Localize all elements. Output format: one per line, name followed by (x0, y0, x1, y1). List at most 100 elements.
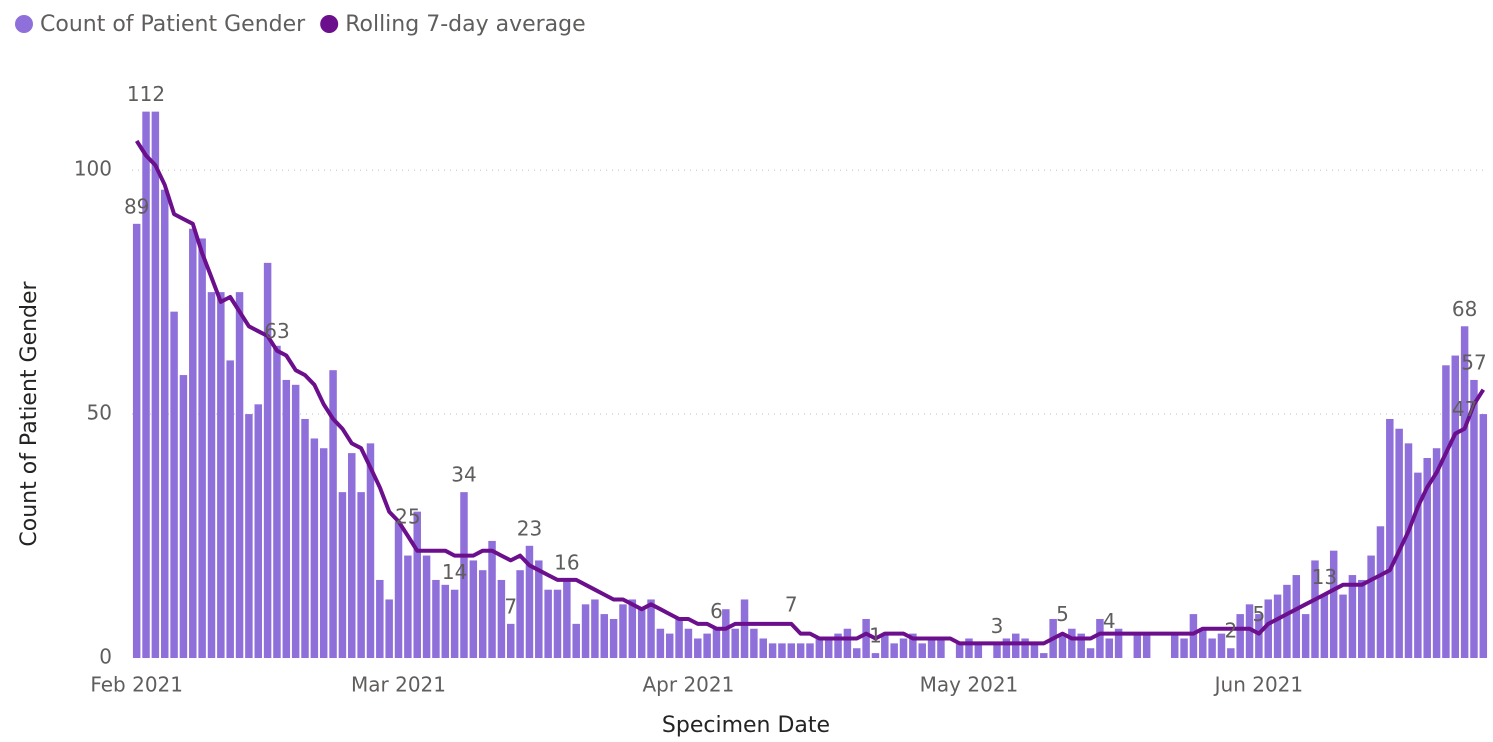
bar (796, 643, 805, 658)
bar (179, 375, 188, 658)
data-label: 5 (1056, 602, 1069, 626)
bar (544, 589, 552, 658)
bar (834, 633, 842, 658)
bar (338, 492, 347, 658)
bar (1217, 633, 1226, 658)
data-label: 16 (554, 550, 579, 574)
bar (1451, 355, 1460, 658)
bar (422, 555, 431, 658)
data-label: 57 (1461, 350, 1486, 374)
bar (1329, 550, 1338, 658)
legend-marker (320, 15, 339, 33)
bar (413, 511, 421, 658)
bar (1086, 648, 1095, 658)
bar (142, 111, 150, 659)
bar (198, 238, 206, 659)
data-label: 63 (264, 319, 289, 343)
legend-marker (15, 15, 33, 33)
bar (806, 643, 814, 658)
x-tick-label: Jun 2021 (1213, 673, 1304, 697)
bar (394, 521, 403, 658)
bar (1077, 633, 1085, 658)
bar (759, 638, 767, 658)
bar (170, 311, 178, 658)
bar (217, 292, 225, 658)
bar (1470, 379, 1478, 658)
bar (1011, 633, 1020, 658)
bar (1292, 575, 1301, 658)
bar (478, 570, 487, 658)
bar (1358, 579, 1366, 658)
bar (563, 579, 571, 658)
bar (310, 438, 319, 658)
bar (132, 223, 141, 658)
bar (329, 370, 337, 658)
bar (1339, 594, 1347, 658)
bar (245, 414, 253, 658)
bar (1404, 443, 1413, 658)
bar (376, 579, 384, 658)
bar (731, 628, 739, 658)
bar (628, 599, 637, 658)
bar (890, 643, 898, 658)
bar (1376, 526, 1385, 658)
legend-label: Count of Patient Gender (40, 12, 306, 37)
bar (703, 633, 711, 658)
data-label: 6 (710, 599, 723, 623)
bar (909, 633, 917, 658)
bar (1311, 560, 1319, 658)
data-label: 4 (1103, 609, 1116, 633)
bar (1320, 594, 1329, 658)
bar (937, 638, 945, 658)
y-axis-title: Count of Patient Gender (17, 280, 42, 546)
data-label: 7 (504, 594, 517, 618)
bar (1395, 428, 1403, 658)
bar (591, 599, 599, 658)
bar (1208, 638, 1216, 658)
bar (507, 623, 515, 658)
bar (1479, 414, 1488, 658)
bar (1002, 638, 1011, 658)
x-tick-label: Apr 2021 (642, 673, 734, 697)
bar (927, 638, 936, 658)
bar (469, 560, 478, 658)
y-tick-label: 50 (87, 401, 112, 425)
bar (1105, 638, 1113, 658)
bar (815, 638, 824, 658)
bar (1236, 614, 1244, 658)
bar (684, 628, 693, 658)
bar (1367, 555, 1375, 658)
line (135, 139, 1485, 646)
bar (301, 418, 309, 658)
bar (1189, 614, 1198, 658)
bar (862, 618, 870, 658)
bar (1180, 638, 1188, 658)
bar (740, 599, 749, 658)
data-label: 112 (127, 82, 165, 106)
bar (553, 589, 562, 658)
bar (273, 345, 281, 658)
bar (1283, 584, 1291, 658)
bar (637, 609, 646, 658)
bar (207, 292, 216, 658)
bar (993, 643, 1001, 658)
data-label: 25 (395, 505, 420, 529)
bar (263, 262, 272, 658)
bar (778, 643, 786, 658)
bar (1348, 575, 1357, 658)
bar (357, 492, 365, 658)
bar (581, 604, 590, 658)
bar (525, 545, 534, 658)
bar (441, 584, 450, 658)
data-label: 68 (1452, 297, 1477, 321)
data-label: 89 (124, 194, 149, 218)
bar (1227, 648, 1235, 658)
legend-label: Rolling 7-day average (345, 12, 585, 37)
bar (600, 614, 609, 658)
x-tick-label: Mar 2021 (351, 673, 446, 697)
bar (1432, 448, 1441, 658)
bar (151, 111, 160, 659)
bar (1068, 628, 1076, 658)
bar (1142, 633, 1151, 658)
